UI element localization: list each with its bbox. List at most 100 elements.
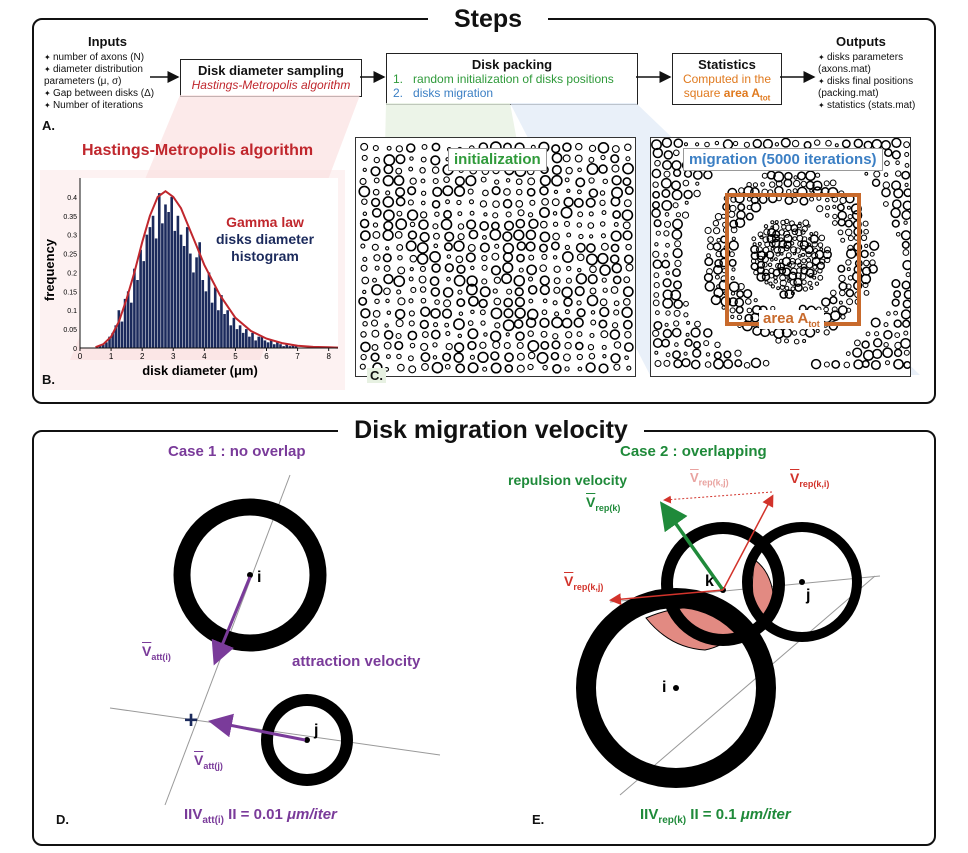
- disk: [900, 230, 910, 241]
- histogram-bar: [167, 212, 170, 348]
- outputs-list: disks parameters (axons.mat) disks final…: [818, 52, 928, 112]
- disk: [479, 286, 491, 298]
- x-tick-label: 2: [140, 352, 145, 361]
- disk: [837, 229, 844, 236]
- disk: [695, 181, 700, 186]
- disk: [815, 328, 820, 333]
- disk: [515, 199, 524, 208]
- disk: [840, 237, 846, 243]
- disk: [623, 342, 634, 353]
- disk: [504, 352, 514, 363]
- histogram-bar: [294, 346, 298, 348]
- disk: [862, 282, 869, 288]
- disk: [457, 223, 465, 230]
- v-rep-kj-dotted: [663, 491, 773, 504]
- disk: [903, 349, 910, 356]
- histogram-bar: [129, 302, 133, 348]
- disk: [599, 264, 611, 276]
- disk: [682, 179, 690, 187]
- disk: [527, 330, 534, 337]
- disk: [599, 190, 606, 196]
- disk: [479, 309, 486, 316]
- disk: [789, 278, 797, 286]
- disk: [362, 256, 368, 262]
- disk: [809, 234, 819, 244]
- disk: [776, 286, 780, 291]
- sampling-subtitle: Hastings-Metropolis algorithm: [191, 78, 351, 92]
- label-a: A.: [42, 118, 55, 133]
- disk: [552, 232, 560, 241]
- disk: [430, 155, 441, 166]
- disk-j-case1: [261, 694, 353, 786]
- disk: [713, 227, 721, 235]
- disk: [445, 342, 453, 351]
- disk: [362, 167, 367, 173]
- x-tick-label: 1: [109, 352, 114, 361]
- disk-k-case2: [661, 522, 785, 646]
- histogram-bar: [120, 321, 124, 348]
- disk: [704, 281, 716, 292]
- disk: [587, 274, 598, 285]
- disk: [589, 332, 595, 339]
- disk: [503, 297, 514, 308]
- v-rep-kj-faint-label: Vrep(k,j): [690, 470, 729, 488]
- disk: [564, 244, 571, 251]
- disk: [408, 276, 414, 282]
- disk: [873, 170, 881, 178]
- disk: [566, 232, 572, 238]
- disk: [552, 221, 559, 227]
- hm-title: Hastings-Metropolis algorithm: [82, 142, 314, 159]
- disk: [467, 188, 474, 195]
- disk: [513, 319, 524, 329]
- disk: [728, 297, 738, 307]
- disk: [586, 243, 596, 253]
- disk: [728, 281, 740, 293]
- disk: [804, 245, 814, 255]
- disk: [791, 196, 798, 204]
- disk: [788, 261, 796, 269]
- disk: [431, 361, 444, 374]
- disk: [791, 228, 799, 236]
- disk: [730, 276, 735, 281]
- disk: [661, 259, 671, 269]
- disk: [578, 233, 584, 240]
- disk: [872, 338, 883, 348]
- disk: [824, 213, 830, 218]
- disk: [757, 260, 766, 269]
- disk: [553, 265, 561, 273]
- disk: [371, 344, 379, 351]
- histogram-bar: [291, 344, 295, 348]
- disk: [883, 342, 889, 348]
- histogram-bar: [142, 261, 146, 348]
- disk: [903, 141, 910, 149]
- disk: [868, 264, 878, 274]
- disk: [502, 252, 514, 263]
- disk: [576, 353, 583, 361]
- disk: [361, 276, 370, 285]
- disk: [885, 360, 890, 366]
- disk: [421, 363, 429, 371]
- histogram-bar: [126, 291, 130, 348]
- disk: [443, 242, 453, 252]
- disk: [590, 319, 597, 326]
- disk: [577, 211, 584, 218]
- disk: [837, 264, 846, 273]
- disk: [625, 263, 634, 272]
- disk: [653, 282, 660, 289]
- disk: [574, 286, 585, 297]
- disk: [653, 320, 663, 331]
- output-item: disks final positions (packing.mat): [818, 76, 928, 100]
- disk: [397, 297, 406, 306]
- histogram-bar: [189, 253, 192, 348]
- disk: [766, 170, 776, 180]
- disk: [588, 177, 595, 184]
- disk: [773, 279, 778, 284]
- disk: [869, 251, 875, 257]
- disk: [806, 261, 814, 269]
- disk: [442, 287, 454, 298]
- disk: [432, 355, 438, 360]
- disk: [690, 359, 701, 370]
- disk: [482, 366, 488, 372]
- disk: [586, 162, 599, 175]
- disk: [840, 314, 846, 320]
